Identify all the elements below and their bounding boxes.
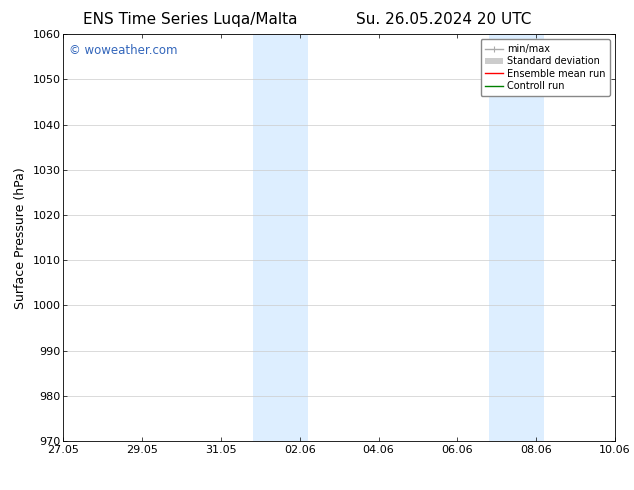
Y-axis label: Surface Pressure (hPa): Surface Pressure (hPa)	[14, 167, 27, 309]
Legend: min/max, Standard deviation, Ensemble mean run, Controll run: min/max, Standard deviation, Ensemble me…	[481, 39, 610, 96]
Bar	[489, 34, 517, 441]
Text: Su. 26.05.2024 20 UTC: Su. 26.05.2024 20 UTC	[356, 12, 531, 27]
Bar	[517, 34, 544, 441]
Text: © woweather.com: © woweather.com	[69, 45, 178, 57]
Bar	[280, 34, 307, 441]
Bar	[252, 34, 280, 441]
Text: ENS Time Series Luqa/Malta: ENS Time Series Luqa/Malta	[83, 12, 297, 27]
